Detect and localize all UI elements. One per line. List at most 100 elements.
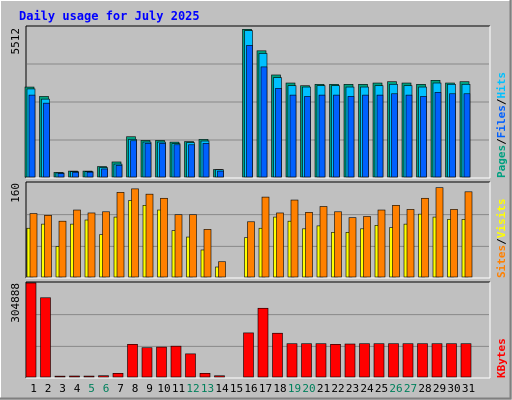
bar-files-day-25 — [376, 94, 384, 178]
bar-kbytes-day-22 — [330, 344, 341, 378]
day-label-24: 24 — [360, 382, 374, 395]
day-label-30: 30 — [447, 382, 460, 395]
bar-kbytes-day-12 — [185, 353, 196, 378]
day-label-16: 16 — [244, 382, 257, 395]
bar-kbytes-day-26 — [388, 343, 399, 378]
legend-sites-panel: Sites/Visits — [495, 199, 508, 279]
bar-files-day-19 — [289, 94, 297, 178]
bar-kbytes-day-2 — [40, 297, 51, 378]
bar-sites-day-4 — [73, 209, 81, 278]
ymax-label-hits: 5512 — [9, 28, 22, 55]
bar-files-day-13 — [202, 143, 210, 178]
bar-files-day-11 — [173, 144, 181, 178]
bar-sites-day-9 — [145, 193, 154, 278]
legend-files: Files — [495, 105, 508, 138]
day-label-15: 15 — [230, 382, 243, 395]
legend-hits-panel: Pages/Files/Hits — [495, 72, 508, 178]
day-label-25: 25 — [375, 382, 388, 395]
bar-files-day-21 — [318, 94, 326, 178]
bar-files-day-9 — [144, 143, 152, 178]
bar-files-day-4 — [72, 172, 79, 178]
bar-kbytes-day-7 — [112, 373, 124, 378]
bar-files-day-22 — [333, 94, 340, 178]
bar-files-day-28 — [420, 96, 427, 178]
day-label-10: 10 — [157, 382, 170, 395]
bar-files-day-18 — [275, 88, 282, 178]
bar-files-day-8 — [130, 140, 137, 178]
day-label-29: 29 — [433, 382, 446, 395]
bar-kbytes-day-10 — [156, 346, 167, 378]
bar-files-day-14 — [217, 170, 224, 178]
ymax-label-sites: 160 — [9, 183, 22, 203]
bar-files-day-3 — [57, 173, 65, 178]
bar-files-day-24 — [362, 94, 369, 178]
bar-kbytes-day-3 — [54, 375, 66, 378]
bar-kbytes-day-19 — [286, 343, 298, 378]
day-label-31: 31 — [462, 382, 475, 395]
bar-sites-day-16 — [247, 221, 255, 278]
bar-kbytes-day-9 — [141, 347, 153, 378]
bar-files-day-17 — [260, 66, 268, 178]
bar-files-day-27 — [405, 94, 413, 178]
day-label-27: 27 — [404, 382, 417, 395]
bar-files-day-5 — [86, 171, 94, 178]
legend-hits: Hits — [495, 72, 508, 99]
bar-files-day-16 — [246, 45, 253, 178]
day-label-7: 7 — [117, 382, 124, 395]
day-label-6: 6 — [103, 382, 110, 395]
bar-sites-day-30 — [450, 209, 458, 278]
bar-sites-day-23 — [348, 217, 357, 278]
bar-kbytes-day-24 — [359, 343, 370, 378]
day-label-3: 3 — [59, 382, 66, 395]
day-label-4: 4 — [74, 382, 81, 395]
bar-sites-day-12 — [189, 214, 197, 278]
bar-sites-day-22 — [334, 211, 342, 278]
bars — [24, 29, 473, 378]
bar-kbytes-day-20 — [301, 343, 312, 378]
bar-sites-day-5 — [87, 212, 96, 278]
bar-kbytes-day-8 — [127, 344, 138, 378]
day-label-12: 12 — [186, 382, 199, 395]
bar-kbytes-day-5 — [83, 375, 95, 378]
bar-kbytes-day-17 — [257, 307, 269, 378]
bar-kbytes-day-21 — [315, 343, 327, 378]
bar-kbytes-day-18 — [272, 332, 283, 378]
bar-sites-day-24 — [363, 216, 371, 278]
legend-kbytes-panel: KBytes — [495, 338, 508, 378]
day-label-5: 5 — [88, 382, 95, 395]
legend-kbytes: KBytes — [495, 338, 508, 378]
bar-sites-day-14 — [218, 261, 226, 278]
bar-files-day-7 — [115, 165, 123, 178]
day-label-18: 18 — [273, 382, 286, 395]
day-label-21: 21 — [317, 382, 330, 395]
day-label-28: 28 — [418, 382, 431, 395]
bar-sites-day-11 — [174, 214, 183, 278]
bar-kbytes-day-4 — [69, 375, 80, 378]
bar-files-day-2 — [43, 102, 50, 178]
bar-sites-day-19 — [290, 199, 299, 278]
bar-sites-day-3 — [58, 220, 67, 278]
day-label-22: 22 — [331, 382, 344, 395]
bar-sites-day-25 — [377, 209, 386, 278]
bar-sites-day-2 — [44, 215, 52, 278]
day-label-14: 14 — [215, 382, 229, 395]
bar-files-day-20 — [304, 96, 311, 178]
bar-sites-day-26 — [392, 205, 400, 278]
bar-kbytes-day-1 — [25, 282, 37, 378]
bar-kbytes-day-23 — [344, 343, 356, 378]
legend-separator: / — [495, 238, 508, 245]
bar-sites-day-13 — [203, 229, 212, 278]
bar-sites-day-31 — [464, 191, 473, 278]
bar-sites-day-1 — [29, 213, 38, 278]
day-label-17: 17 — [259, 382, 272, 395]
bar-sites-day-6 — [102, 211, 110, 278]
day-label-8: 8 — [132, 382, 139, 395]
day-label-20: 20 — [302, 382, 315, 395]
bar-files-day-12 — [188, 144, 195, 178]
legend-separator: / — [495, 138, 508, 145]
day-label-23: 23 — [346, 382, 359, 395]
day-label-1: 1 — [30, 382, 37, 395]
bar-kbytes-day-29 — [431, 343, 443, 378]
bar-sites-day-27 — [406, 209, 415, 278]
